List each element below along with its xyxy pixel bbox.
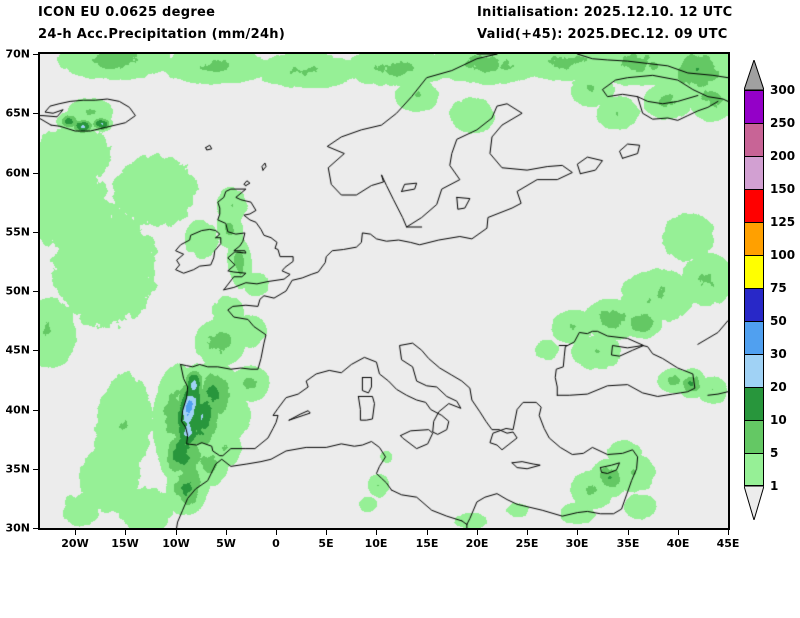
colorbar-tick-label: 75 — [770, 281, 787, 295]
latitude-tick-label: 45N — [5, 343, 30, 357]
colorbar-tick-label: 5 — [770, 446, 779, 460]
latitude-tick — [33, 173, 38, 174]
latitude-tick — [33, 350, 38, 351]
longitude-tick-label: 40E — [666, 537, 690, 550]
model-title: ICON EU 0.0625 degree — [38, 5, 216, 20]
longitude-tick — [276, 530, 277, 535]
latitude-tick-label: 60N — [5, 166, 30, 180]
longitude-tick-label: 45E — [716, 537, 740, 550]
latitude-tick-label: 65N — [5, 106, 30, 120]
latitude-tick — [33, 54, 38, 55]
longitude-tick-label: 5E — [318, 537, 334, 550]
colorbar-tick-label: 30 — [770, 347, 787, 361]
longitude-tick — [176, 530, 177, 535]
longitude-tick-label: 0 — [272, 537, 280, 550]
colorbar-segment — [744, 453, 764, 486]
longitude-tick-label: 20E — [465, 537, 489, 550]
longitude-tick — [477, 530, 478, 535]
precipitation-raster — [40, 54, 728, 528]
longitude-tick-label: 25E — [515, 537, 539, 550]
longitude-tick-label: 10E — [364, 537, 388, 550]
colorbar-segments — [743, 58, 765, 522]
latitude-tick-label: 35N — [5, 462, 30, 476]
map-plot-area — [38, 52, 730, 530]
latitude-tick-label: 40N — [5, 403, 30, 417]
latitude-tick-label: 55N — [5, 225, 30, 239]
colorbar-segment — [744, 288, 764, 321]
colorbar-tick-label: 50 — [770, 314, 787, 328]
colorbar-segment — [744, 189, 764, 222]
colorbar-segment — [744, 321, 764, 354]
colorbar-tick-label: 200 — [770, 149, 796, 163]
longitude-tick-label: 20W — [61, 537, 89, 550]
longitude-tick — [326, 530, 327, 535]
colorbar-tick-label: 300 — [770, 83, 796, 97]
valid-time: Valid(+45): 2025.DEC.12. 09 UTC — [477, 27, 728, 42]
colorbar-segment — [744, 255, 764, 288]
longitude-tick — [527, 530, 528, 535]
longitude-tick — [678, 530, 679, 535]
longitude-tick-label: 35E — [616, 537, 640, 550]
colorbar-segment — [744, 354, 764, 387]
field-title: 24-h Acc.Precipitation (mm/24h) — [38, 27, 286, 42]
longitude-tick-label: 15W — [111, 537, 139, 550]
longitude-tick — [728, 530, 729, 535]
longitude-tick — [75, 530, 76, 535]
longitude-tick-label: 30E — [565, 537, 589, 550]
latitude-tick — [33, 291, 38, 292]
latitude-tick — [33, 113, 38, 114]
latitude-tick — [33, 528, 38, 529]
longitude-tick — [577, 530, 578, 535]
colorbar-segment — [744, 123, 764, 156]
colorbar-segment — [744, 90, 764, 123]
longitude-tick-label: 5W — [216, 537, 236, 550]
latitude-tick-label: 30N — [5, 521, 30, 535]
colorbar-segment — [744, 222, 764, 255]
longitude-tick — [125, 530, 126, 535]
colorbar-segment — [744, 387, 764, 420]
longitude-tick — [226, 530, 227, 535]
longitude-tick — [427, 530, 428, 535]
precipitation-colorbar: 300 250 200 150 125 100 75 50 30 20 10 5 1 — [743, 58, 795, 522]
colorbar-under-range-cap — [743, 485, 765, 522]
colorbar-tick-label: 250 — [770, 116, 796, 130]
latitude-tick — [33, 410, 38, 411]
latitude-tick — [33, 469, 38, 470]
colorbar-over-range-cap — [743, 58, 765, 91]
longitude-tick — [376, 530, 377, 535]
colorbar-tick-label: 1 — [770, 479, 779, 493]
latitude-tick-label: 50N — [5, 284, 30, 298]
colorbar-tick-label: 10 — [770, 413, 787, 427]
colorbar-tick-label: 125 — [770, 215, 796, 229]
colorbar-tick-label: 150 — [770, 182, 796, 196]
colorbar-segment — [744, 420, 764, 453]
latitude-tick-label: 70N — [5, 47, 30, 61]
colorbar-tick-label: 20 — [770, 380, 787, 394]
latitude-tick — [33, 232, 38, 233]
longitude-tick-label: 15E — [415, 537, 439, 550]
longitude-tick — [628, 530, 629, 535]
colorbar-segment — [744, 156, 764, 189]
longitude-tick-label: 10W — [162, 537, 190, 550]
initialisation-time: Initialisation: 2025.12.10. 12 UTC — [477, 5, 733, 20]
colorbar-tick-label: 100 — [770, 248, 796, 262]
